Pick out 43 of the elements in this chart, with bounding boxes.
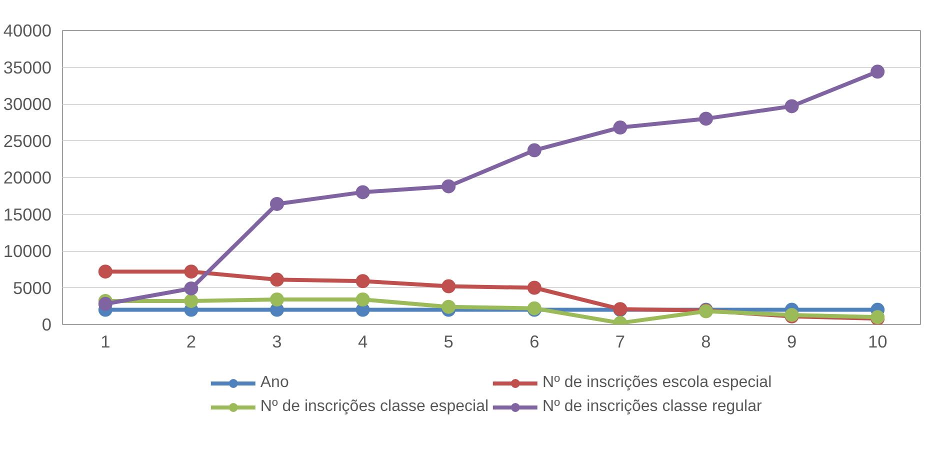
y-tick-label: 10000 bbox=[3, 241, 52, 261]
point bbox=[356, 185, 370, 200]
y-tick-label: 35000 bbox=[3, 57, 52, 78]
point bbox=[699, 112, 713, 126]
y-tick-label: 5000 bbox=[12, 278, 52, 298]
x-tick-label: 6 bbox=[530, 332, 540, 352]
x-tick-label: 1 bbox=[100, 332, 110, 352]
y-tick-label: 25000 bbox=[3, 130, 52, 151]
x-tick-label: 7 bbox=[615, 332, 626, 352]
y-tick-label: 15000 bbox=[3, 204, 52, 224]
point bbox=[184, 264, 198, 279]
point bbox=[184, 294, 198, 308]
point bbox=[527, 280, 542, 295]
point bbox=[270, 196, 284, 211]
point bbox=[613, 120, 628, 135]
point bbox=[356, 274, 370, 288]
x-tick-label: 2 bbox=[186, 332, 196, 352]
point bbox=[527, 143, 542, 158]
point bbox=[356, 292, 370, 306]
y-tick-label: 40000 bbox=[3, 20, 52, 40]
point bbox=[784, 99, 799, 114]
y-tick-label: 0 bbox=[42, 314, 52, 334]
point bbox=[270, 292, 284, 306]
point bbox=[98, 296, 112, 311]
x-tick-label: 3 bbox=[272, 332, 282, 352]
x-tick-label: 10 bbox=[868, 332, 888, 352]
point bbox=[98, 264, 112, 279]
legend-label: Nº de inscrições classe especial bbox=[260, 398, 489, 416]
point bbox=[442, 279, 456, 294]
point bbox=[442, 179, 456, 194]
y-tick-label: 20000 bbox=[3, 168, 52, 188]
x-tick-label: 8 bbox=[701, 332, 711, 352]
legend-label: Ano bbox=[260, 374, 289, 392]
x-tick-label: 9 bbox=[786, 332, 797, 352]
y-tick-label: 30000 bbox=[3, 94, 52, 114]
legend-label: Nº de inscrições escola especial bbox=[542, 374, 772, 392]
x-tick-label: 4 bbox=[358, 332, 368, 352]
x-tick-label: 5 bbox=[444, 332, 454, 352]
legend-label: Nº de inscrições classe regular bbox=[542, 398, 762, 416]
point bbox=[870, 64, 885, 79]
point bbox=[442, 300, 456, 314]
point bbox=[270, 272, 284, 287]
point bbox=[184, 282, 198, 296]
